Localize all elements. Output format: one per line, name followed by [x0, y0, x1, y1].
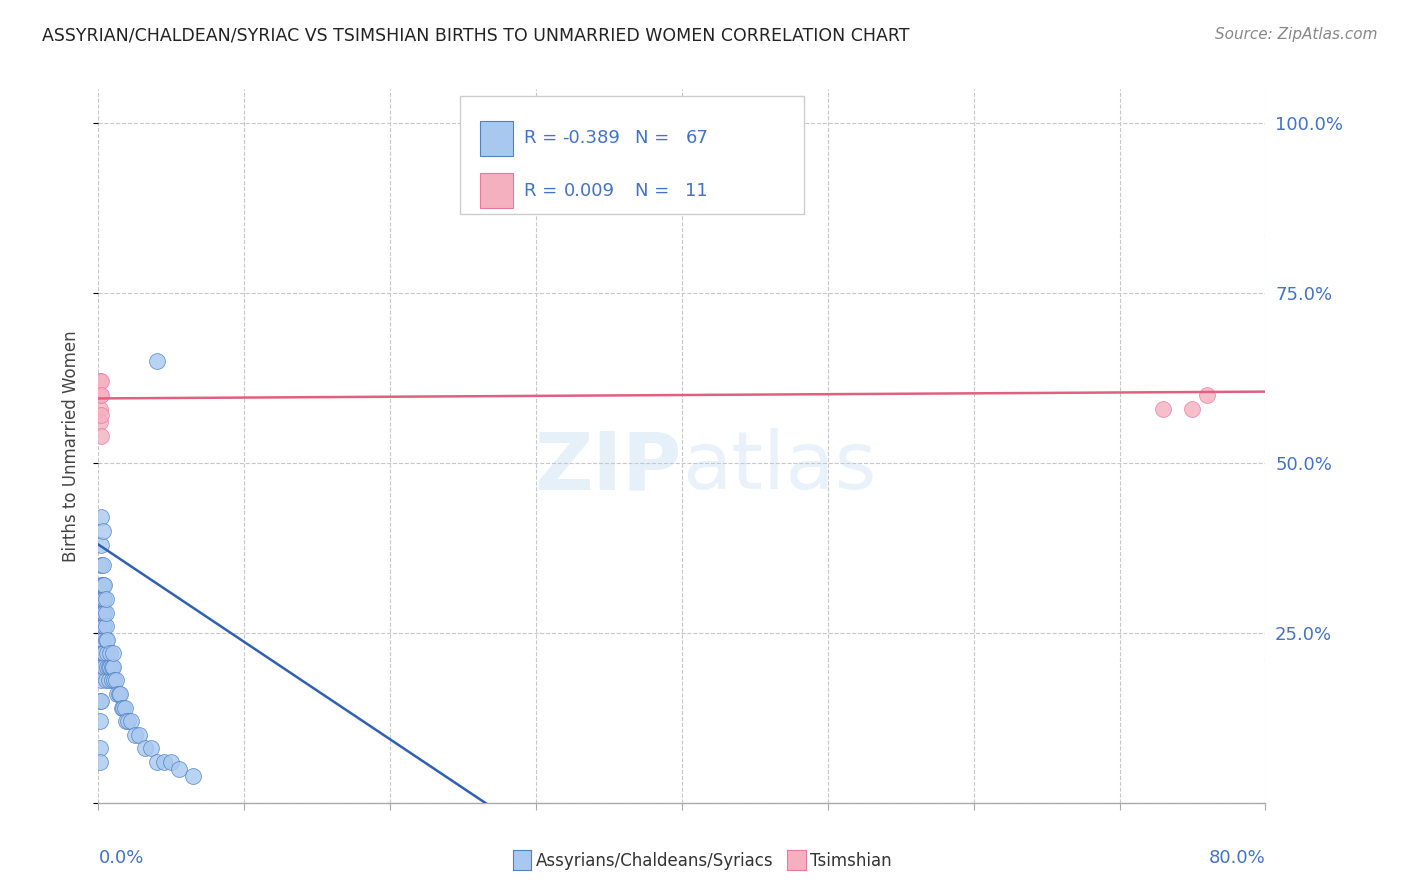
- Point: [90, 591, 112, 606]
- Point: [97, 660, 120, 674]
- Point: [124, 728, 146, 742]
- Point: [91, 646, 114, 660]
- Y-axis label: Births to Unmarried Women: Births to Unmarried Women: [62, 330, 80, 562]
- Point: [94, 619, 117, 633]
- Point: [94, 632, 117, 647]
- Bar: [479, 121, 513, 155]
- Point: [91, 632, 114, 647]
- Text: ASSYRIAN/CHALDEAN/SYRIAC VS TSIMSHIAN BIRTHS TO UNMARRIED WOMEN CORRELATION CHAR: ASSYRIAN/CHALDEAN/SYRIAC VS TSIMSHIAN BI…: [42, 27, 910, 45]
- Point: [112, 700, 135, 714]
- Point: [105, 687, 128, 701]
- Point: [115, 714, 138, 729]
- Text: 80.0%: 80.0%: [1209, 849, 1265, 867]
- Point: [90, 578, 112, 592]
- Point: [89, 401, 111, 416]
- Point: [98, 646, 121, 660]
- Point: [1195, 388, 1218, 402]
- Point: [91, 591, 114, 606]
- Point: [110, 687, 132, 701]
- Bar: [479, 173, 513, 208]
- Point: [90, 429, 112, 443]
- Point: [90, 558, 112, 572]
- Point: [90, 510, 112, 524]
- Point: [89, 714, 111, 729]
- Point: [91, 524, 114, 538]
- Point: [98, 660, 121, 674]
- Text: R =: R =: [524, 182, 564, 200]
- Point: [93, 660, 115, 674]
- Text: 0.0%: 0.0%: [98, 849, 143, 867]
- Point: [89, 375, 111, 389]
- Point: [90, 660, 112, 674]
- Text: -0.389: -0.389: [562, 129, 620, 147]
- Point: [108, 687, 131, 701]
- Point: [90, 673, 112, 688]
- Point: [89, 755, 111, 769]
- Point: [91, 578, 114, 592]
- Text: 11: 11: [685, 182, 709, 200]
- Point: [89, 741, 111, 756]
- Point: [96, 632, 118, 647]
- Text: N =: N =: [636, 129, 675, 147]
- Point: [89, 694, 111, 708]
- Point: [160, 755, 183, 769]
- Point: [91, 619, 114, 633]
- FancyBboxPatch shape: [460, 96, 804, 214]
- Point: [100, 673, 122, 688]
- Point: [91, 606, 114, 620]
- Text: Source: ZipAtlas.com: Source: ZipAtlas.com: [1215, 27, 1378, 42]
- Point: [89, 415, 111, 429]
- Point: [1152, 401, 1174, 416]
- Point: [89, 660, 111, 674]
- Point: [90, 388, 112, 402]
- Point: [97, 673, 120, 688]
- Point: [90, 409, 112, 423]
- Point: [93, 578, 115, 592]
- Point: [153, 755, 176, 769]
- Point: [181, 769, 204, 783]
- Point: [120, 714, 142, 729]
- Point: [167, 762, 190, 776]
- Point: [90, 537, 112, 551]
- Text: N =: N =: [636, 182, 675, 200]
- Point: [94, 591, 117, 606]
- Point: [146, 354, 169, 368]
- Point: [96, 660, 118, 674]
- Point: [94, 673, 117, 688]
- Point: [146, 755, 169, 769]
- Point: [139, 741, 162, 756]
- Point: [101, 646, 124, 660]
- Point: [103, 673, 125, 688]
- Point: [114, 700, 136, 714]
- Point: [94, 606, 117, 620]
- Point: [93, 606, 115, 620]
- Text: Assyrians/Chaldeans/Syriacs: Assyrians/Chaldeans/Syriacs: [536, 852, 773, 870]
- Text: atlas: atlas: [682, 428, 876, 507]
- Point: [91, 558, 114, 572]
- Point: [90, 606, 112, 620]
- Text: ZIP: ZIP: [534, 428, 682, 507]
- Point: [93, 646, 115, 660]
- Point: [100, 660, 122, 674]
- Point: [1181, 401, 1204, 416]
- Point: [101, 660, 124, 674]
- Text: R =: R =: [524, 129, 564, 147]
- Point: [128, 728, 150, 742]
- Point: [90, 375, 112, 389]
- Point: [90, 694, 112, 708]
- Point: [104, 673, 127, 688]
- Point: [134, 741, 156, 756]
- Text: 0.009: 0.009: [564, 182, 614, 200]
- Point: [89, 388, 111, 402]
- Point: [90, 646, 112, 660]
- Point: [111, 700, 134, 714]
- Text: 67: 67: [685, 129, 709, 147]
- Point: [90, 626, 112, 640]
- Point: [93, 619, 115, 633]
- Point: [117, 714, 139, 729]
- Text: Tsimshian: Tsimshian: [810, 852, 891, 870]
- Point: [93, 591, 115, 606]
- Point: [96, 646, 118, 660]
